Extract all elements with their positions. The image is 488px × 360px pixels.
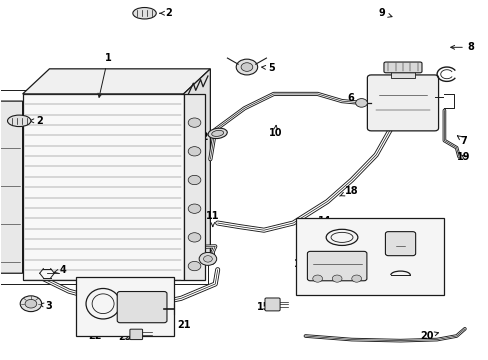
Text: 12: 12 xyxy=(196,132,216,142)
Circle shape xyxy=(188,118,201,127)
Text: 10: 10 xyxy=(268,125,282,138)
Bar xyxy=(76,277,173,336)
Circle shape xyxy=(20,296,41,312)
Circle shape xyxy=(188,175,201,185)
Text: 2: 2 xyxy=(160,8,172,18)
Circle shape xyxy=(331,275,341,282)
FancyBboxPatch shape xyxy=(264,298,280,311)
Circle shape xyxy=(188,261,201,271)
Circle shape xyxy=(241,63,252,71)
Bar xyxy=(0,90,207,284)
Bar xyxy=(22,94,183,280)
Text: 17: 17 xyxy=(406,266,426,276)
Text: 13: 13 xyxy=(293,256,312,269)
Polygon shape xyxy=(22,69,210,94)
Text: 2: 2 xyxy=(30,116,43,126)
Text: 15: 15 xyxy=(257,302,270,312)
Text: 9: 9 xyxy=(378,8,391,18)
FancyBboxPatch shape xyxy=(385,231,415,256)
Ellipse shape xyxy=(133,8,156,19)
Text: 11: 11 xyxy=(205,211,219,227)
Circle shape xyxy=(25,300,37,308)
Text: 8: 8 xyxy=(450,42,474,52)
FancyBboxPatch shape xyxy=(117,292,166,323)
Text: 23: 23 xyxy=(118,332,131,342)
Circle shape xyxy=(236,59,257,75)
Circle shape xyxy=(312,275,322,282)
Circle shape xyxy=(188,147,201,156)
Circle shape xyxy=(188,233,201,242)
FancyBboxPatch shape xyxy=(383,62,421,73)
Text: 18: 18 xyxy=(339,186,358,196)
Text: 1: 1 xyxy=(98,53,111,97)
Bar xyxy=(295,218,444,295)
Text: 16: 16 xyxy=(406,236,426,247)
Polygon shape xyxy=(0,101,22,273)
Ellipse shape xyxy=(7,115,31,127)
Circle shape xyxy=(188,204,201,213)
Text: 21: 21 xyxy=(170,320,190,330)
Bar xyxy=(390,71,414,78)
FancyBboxPatch shape xyxy=(366,75,438,131)
Text: 5: 5 xyxy=(261,63,274,73)
Text: 6: 6 xyxy=(346,93,366,103)
FancyBboxPatch shape xyxy=(130,329,142,339)
Text: 19: 19 xyxy=(456,152,470,162)
Text: 14: 14 xyxy=(318,216,334,228)
Circle shape xyxy=(203,256,212,262)
FancyBboxPatch shape xyxy=(307,251,366,281)
Circle shape xyxy=(355,99,366,107)
Ellipse shape xyxy=(208,128,227,139)
Polygon shape xyxy=(183,69,210,280)
Text: 4: 4 xyxy=(54,265,66,275)
Text: 7: 7 xyxy=(456,136,467,145)
Ellipse shape xyxy=(211,130,223,136)
Text: 3: 3 xyxy=(40,301,52,311)
Text: 22: 22 xyxy=(88,328,102,341)
Circle shape xyxy=(199,252,216,265)
Text: 20: 20 xyxy=(420,331,438,341)
Circle shape xyxy=(351,275,361,282)
Bar xyxy=(183,94,205,280)
